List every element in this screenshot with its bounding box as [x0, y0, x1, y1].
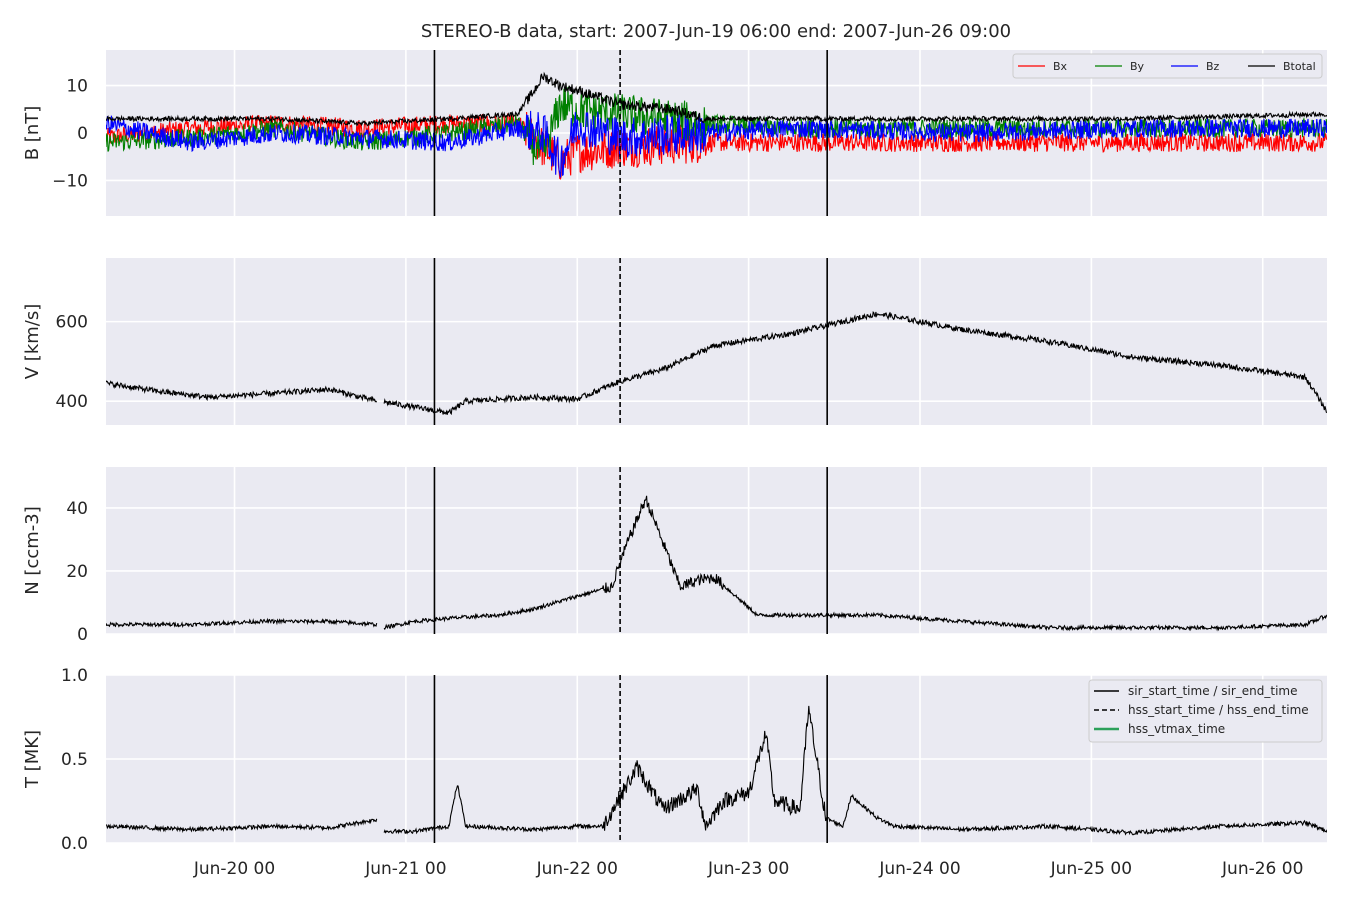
y-tick-label: 1.0	[61, 666, 88, 686]
legend-label-bz: Bz	[1206, 60, 1220, 73]
series-n	[106, 495, 1327, 632]
y-tick-label: −10	[52, 171, 88, 191]
x-tick-label: Jun-21 00	[364, 859, 446, 879]
x-tick-label: Jun-20 00	[193, 859, 275, 879]
panels: −10 0 10 B [nT] Bx By Bz Btotal 400 600 V [km/s] 0 2…	[22, 50, 1327, 854]
plot-area	[106, 705, 1327, 836]
legend-b: Bx By Bz Btotal	[1012, 53, 1323, 79]
legend-label-1: hss_start_time / hss_end_time	[1128, 703, 1309, 717]
y-axis-label: V [km/s]	[22, 304, 43, 379]
x-axis-ticks: Jun-20 00 Jun-21 00 Jun-22 00 Jun-23 00 Jun-…	[193, 859, 1304, 879]
legend-events: sir_start_time / sir_end_time hss_start_t…	[1088, 679, 1323, 743]
x-tick-label: Jun-22 00	[536, 859, 618, 879]
y-tick-label: 10	[66, 77, 88, 97]
y-axis-label: N [ccm-3]	[22, 506, 43, 595]
legend-label-by: By	[1130, 60, 1145, 73]
series-t	[106, 705, 1327, 836]
panel-background	[106, 258, 1327, 425]
legend-label-btotal: Btotal	[1283, 60, 1316, 73]
plot-area	[106, 495, 1327, 632]
legend-label-bx: Bx	[1053, 60, 1068, 73]
panel-3: 0.0 0.5 1.0 T [MK] sir_start_time / sir_end_…	[22, 666, 1327, 854]
x-tick-label: Jun-25 00	[1050, 859, 1132, 879]
panel-1: 400 600 V [km/s]	[22, 258, 1327, 425]
y-axis-label: T [MK]	[22, 730, 43, 789]
y-tick-label: 0.0	[61, 834, 88, 854]
plot-area	[106, 311, 1327, 416]
y-tick-label: 40	[66, 499, 88, 519]
y-tick-label: 20	[66, 562, 88, 582]
y-tick-label: 600	[56, 313, 88, 333]
y-tick-label: 0	[77, 625, 88, 645]
plot-area	[106, 71, 1327, 180]
series-bx	[106, 111, 1327, 180]
x-tick-label: Jun-23 00	[707, 859, 789, 879]
y-axis-label: B [nT]	[22, 106, 43, 161]
chart-title: STEREO-B data, start: 2007-Jun-19 06:00 …	[421, 21, 1011, 42]
y-tick-label: 400	[56, 392, 88, 412]
legend-label-2: hss_vtmax_time	[1128, 722, 1225, 736]
panel-2: 0 20 40 N [ccm-3]	[22, 467, 1327, 645]
panel-background	[106, 467, 1327, 634]
y-tick-label: 0.5	[61, 750, 88, 770]
x-tick-label: Jun-24 00	[878, 859, 960, 879]
panel-0: −10 0 10 B [nT] Bx By Bz Btotal	[22, 50, 1327, 216]
series-btotal	[106, 71, 1327, 127]
series-v	[106, 311, 1327, 416]
series-by	[106, 86, 1327, 166]
series-bz	[106, 110, 1327, 178]
legend-box	[1012, 53, 1323, 79]
legend-label-0: sir_start_time / sir_end_time	[1128, 684, 1298, 698]
legend-box	[1088, 679, 1323, 743]
y-tick-label: 0	[77, 124, 88, 144]
x-tick-label: Jun-26 00	[1221, 859, 1303, 879]
